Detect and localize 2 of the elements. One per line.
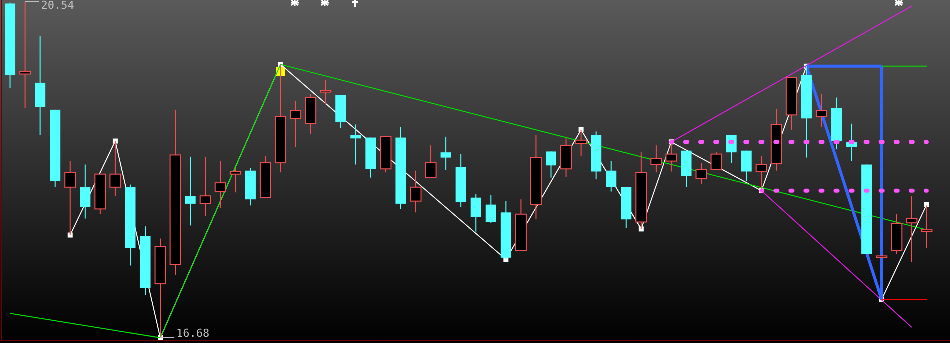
annotation: 20.54 <box>41 0 75 12</box>
annotation: 16.68 <box>176 327 210 340</box>
